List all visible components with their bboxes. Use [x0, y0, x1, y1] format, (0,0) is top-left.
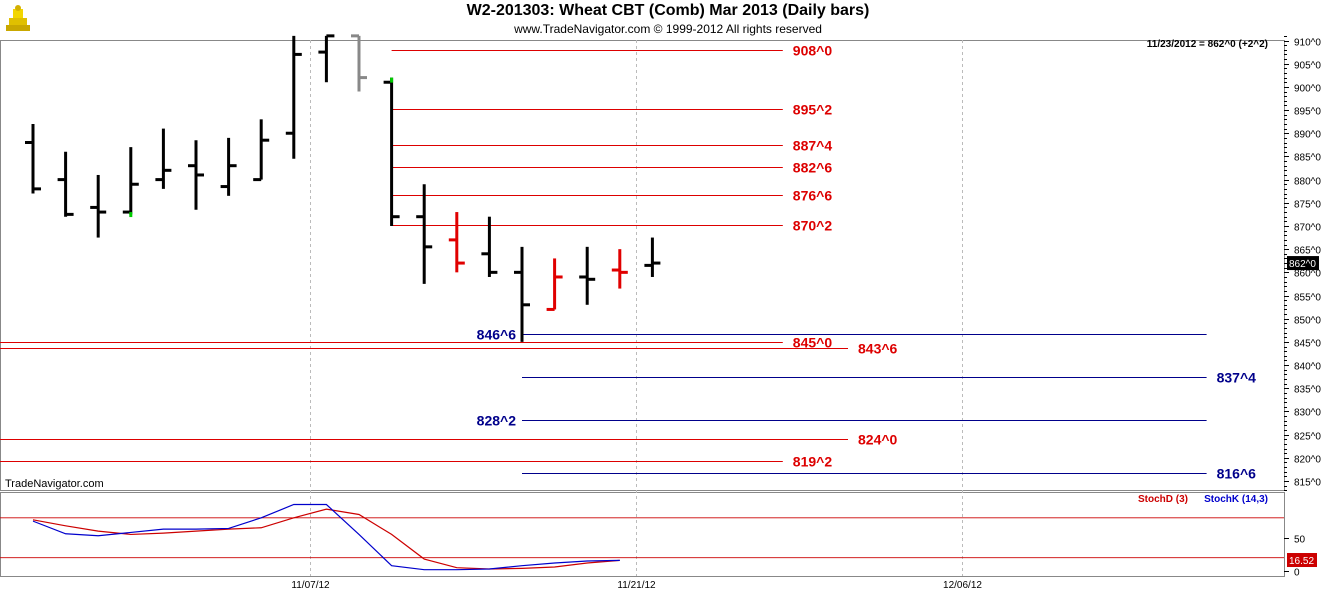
- stoch-k-legend: StochK (14,3): [1204, 494, 1268, 505]
- stoch-line: [32, 503, 620, 571]
- date-tick-label: 11/07/12: [291, 580, 330, 591]
- date-axis: 11/07/12 11/21/12 12/06/12: [291, 580, 982, 591]
- level-label: 895^2: [793, 102, 833, 118]
- price-tick-label: 845^0: [1294, 339, 1321, 350]
- price-tick-label: 865^0: [1294, 246, 1321, 257]
- level-label: 816^6: [1217, 466, 1257, 482]
- price-tick-label: 820^0: [1294, 455, 1321, 466]
- price-tick-label: 840^0: [1294, 362, 1321, 373]
- price-tick-label: 880^0: [1294, 177, 1321, 188]
- level-label: 824^0: [858, 432, 898, 448]
- stoch-tick-label: 0: [1294, 568, 1300, 579]
- trade-navigator-logo-icon[interactable]: [3, 4, 33, 34]
- level-label: 887^4: [793, 138, 833, 154]
- date-tick-label: 11/21/12: [617, 580, 656, 591]
- stoch-tick-label: 50: [1294, 535, 1306, 546]
- stoch-value-box: [1287, 553, 1317, 568]
- price-tick-label: 855^0: [1294, 293, 1321, 304]
- price-tick-label: 900^0: [1294, 84, 1321, 95]
- date-tick-label: 12/06/12: [943, 580, 982, 591]
- price-tick-label: 860^0: [1294, 269, 1321, 280]
- price-levels: 908^0 895^2 887^4 882^6 876^6 870^2 846^6 845^0…: [0, 43, 1256, 482]
- level-label: 876^6: [793, 188, 833, 204]
- level-label: 843^6: [858, 341, 898, 357]
- stoch-d-legend: StochD (3): [1138, 494, 1188, 505]
- stochastic-panel: StochD (3) StochK (14,3) 50 016.52: [0, 494, 1317, 579]
- level-label: 819^2: [793, 454, 833, 470]
- level-label: 870^2: [793, 218, 833, 234]
- level-label: 882^6: [793, 160, 833, 176]
- price-bars: [25, 34, 661, 342]
- price-panel-frame: [0, 40, 1285, 491]
- stoch-panel-frame: [0, 492, 1285, 577]
- price-tick-label: 910^0: [1294, 38, 1321, 49]
- last-price-label: 862^0: [1289, 259, 1316, 270]
- price-tick-label: 875^0: [1294, 200, 1321, 211]
- chart-header: W2-201303: Wheat CBT (Comb) Mar 2013 (Da…: [0, 0, 1336, 40]
- price-tick-label: 885^0: [1294, 153, 1321, 164]
- price-tick-label: 890^0: [1294, 130, 1321, 141]
- price-tick-label: 825^0: [1294, 432, 1321, 443]
- price-tick-label: 895^0: [1294, 107, 1321, 118]
- price-info: 11/23/2012 = 862^0 (+2^2): [1147, 39, 1268, 50]
- level-label: 908^0: [793, 43, 833, 59]
- chart-subtitle: www.TradeNavigator.com © 1999-2012 All r…: [514, 22, 822, 36]
- stoch-value-label: 16.52: [1289, 556, 1314, 567]
- price-tick-label: 835^0: [1294, 385, 1321, 396]
- price-axis: 910^0 905^0 900^0 895^0 890^0 885^0 880^0 875^0…: [1284, 36, 1321, 491]
- last-price-box: [1287, 256, 1319, 271]
- price-tick-label: 905^0: [1294, 61, 1321, 72]
- watermark-text: TradeNavigator.com: [5, 478, 104, 490]
- price-tick-label: 850^0: [1294, 316, 1321, 327]
- stoch-line: [32, 508, 620, 570]
- level-label: 846^6: [477, 327, 517, 343]
- price-tick-label: 830^0: [1294, 408, 1321, 419]
- level-label: 845^0: [793, 335, 833, 351]
- level-label: 828^2: [477, 413, 517, 429]
- chart-title: W2-201303: Wheat CBT (Comb) Mar 2013 (Da…: [466, 2, 870, 19]
- price-tick-label: 870^0: [1294, 223, 1321, 234]
- grid-lines: [0, 40, 1285, 577]
- level-label: 837^4: [1217, 370, 1257, 386]
- price-tick-label: 815^0: [1294, 478, 1321, 489]
